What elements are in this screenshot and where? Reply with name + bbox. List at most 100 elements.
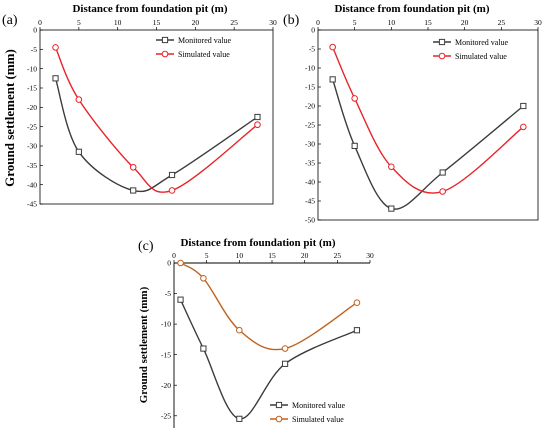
y-tick-label: -15 — [305, 83, 315, 92]
x-tick-label: 0 — [38, 18, 42, 27]
x-axis-title: Distance from foundation pit (m) — [180, 237, 335, 249]
y-tick-label: -30 — [27, 142, 37, 151]
x-axis-title: Distance from foundation pit (m) — [72, 3, 227, 15]
data-point-square — [236, 415, 243, 422]
x-tick-label: 30 — [366, 251, 374, 260]
legend-marker-circle — [275, 415, 283, 423]
panel-label: (c) — [138, 239, 154, 254]
y-axis-title: Ground settlement (mm) — [2, 49, 17, 187]
y-tick-label: -50 — [305, 216, 315, 225]
y-tick-label: -5 — [309, 45, 315, 54]
data-point-circle — [281, 345, 289, 352]
x-tick-label: 20 — [301, 251, 309, 260]
data-point-circle — [353, 299, 361, 307]
data-point-square — [439, 169, 446, 176]
y-tick-label: 0 — [33, 26, 37, 35]
panel-label: (a) — [2, 13, 18, 28]
y-tick-label: -10 — [305, 64, 315, 73]
data-point-square — [329, 76, 336, 83]
x-tick-label: 0 — [172, 251, 176, 260]
data-point-circle — [168, 187, 176, 194]
data-point-circle — [388, 163, 395, 171]
y-tick-label: -15 — [27, 84, 37, 93]
data-point-circle — [254, 121, 261, 129]
y-tick-label: -20 — [161, 381, 171, 390]
data-point-circle — [520, 123, 527, 131]
y-tick-label: -30 — [305, 140, 315, 149]
x-tick-label: 5 — [205, 251, 209, 260]
y-tick-label: -25 — [161, 411, 171, 420]
legend-label: Simulated value — [178, 50, 230, 59]
data-point-circle — [236, 326, 243, 334]
data-point-square — [177, 296, 184, 303]
x-tick-label: 15 — [424, 18, 432, 27]
panel-label: (b) — [283, 13, 300, 28]
y-tick-label: -15 — [161, 350, 171, 359]
x-tick-label: 5 — [77, 18, 81, 27]
x-tick-label: 20 — [192, 18, 200, 27]
data-point-square — [351, 142, 358, 150]
x-tick-label: 25 — [498, 18, 506, 27]
y-tick-label: -20 — [305, 102, 315, 111]
series-line — [332, 46, 524, 194]
legend-marker-circle — [161, 50, 169, 58]
data-point-square — [200, 345, 207, 352]
data-point-circle — [351, 95, 358, 102]
panel-b: (b) 0 5 10 15 20 25 30 0 -5 -10 -15 -20 -25 -30 -35 -40 -… — [283, 3, 542, 225]
x-tick-label: 20 — [461, 18, 469, 27]
x-tick-label: 15 — [268, 251, 276, 260]
x-tick-label: 10 — [388, 18, 396, 27]
x-tick-label: 10 — [114, 18, 122, 27]
data-point-square — [388, 205, 395, 212]
legend-label: Monitored value — [455, 38, 509, 47]
y-tick-label: -10 — [27, 64, 37, 73]
y-tick-label: -35 — [305, 159, 315, 168]
legend-label: Monitored value — [292, 401, 346, 410]
x-tick-label: 0 — [316, 18, 320, 27]
y-tick-label: -25 — [305, 121, 315, 130]
data-point-square — [168, 171, 176, 179]
x-tick-label: 30 — [269, 18, 277, 27]
x-tick-label: 25 — [230, 18, 238, 27]
x-axis-title: Distance from foundation pit (m) — [334, 3, 489, 15]
data-point-square — [520, 102, 527, 110]
x-tick-label: 5 — [353, 18, 357, 27]
data-point-circle — [129, 163, 137, 171]
y-axis-title: Ground settlement (mm) — [138, 286, 150, 403]
legend-label: Monitored value — [178, 36, 232, 45]
y-tick-label: -40 — [27, 180, 37, 189]
legend-marker-square — [275, 401, 283, 409]
data-point-circle — [177, 259, 184, 267]
data-point-circle — [52, 44, 59, 51]
series-line — [332, 79, 524, 210]
legend-label: Simulated value — [455, 52, 507, 61]
legend-label: Simulated value — [292, 415, 344, 424]
y-tick-label: -20 — [27, 103, 37, 112]
data-point-circle — [329, 43, 336, 51]
y-tick-label: -5 — [31, 45, 37, 54]
data-point-square — [353, 327, 361, 334]
data-point-circle — [200, 274, 207, 282]
y-tick-label: 0 — [167, 259, 171, 268]
data-point-circle — [439, 188, 446, 195]
x-tick-label: 15 — [153, 18, 161, 27]
y-tick-label: -45 — [305, 197, 315, 206]
y-tick-label: 0 — [311, 26, 315, 35]
data-point-square — [130, 187, 137, 194]
x-tick-label: 10 — [236, 251, 244, 260]
y-tick-label: -40 — [305, 178, 315, 187]
panel-a: (a) 0 5 10 15 20 25 30 0 -5 -10 -15 -20 -25 -30 -35 -40 -… — [2, 3, 277, 209]
series-line — [54, 78, 258, 193]
data-point-square — [281, 360, 289, 367]
y-tick-label: -35 — [27, 161, 37, 170]
data-point-square — [254, 113, 261, 121]
x-tick-label: 30 — [534, 18, 542, 27]
legend-marker-circle — [438, 52, 446, 60]
data-point-circle — [75, 96, 83, 103]
y-tick-label: -10 — [161, 320, 171, 329]
data-point-square — [52, 75, 59, 82]
y-tick-label: -5 — [165, 289, 171, 298]
data-point-square — [75, 148, 82, 155]
legend-marker-square — [438, 38, 446, 46]
